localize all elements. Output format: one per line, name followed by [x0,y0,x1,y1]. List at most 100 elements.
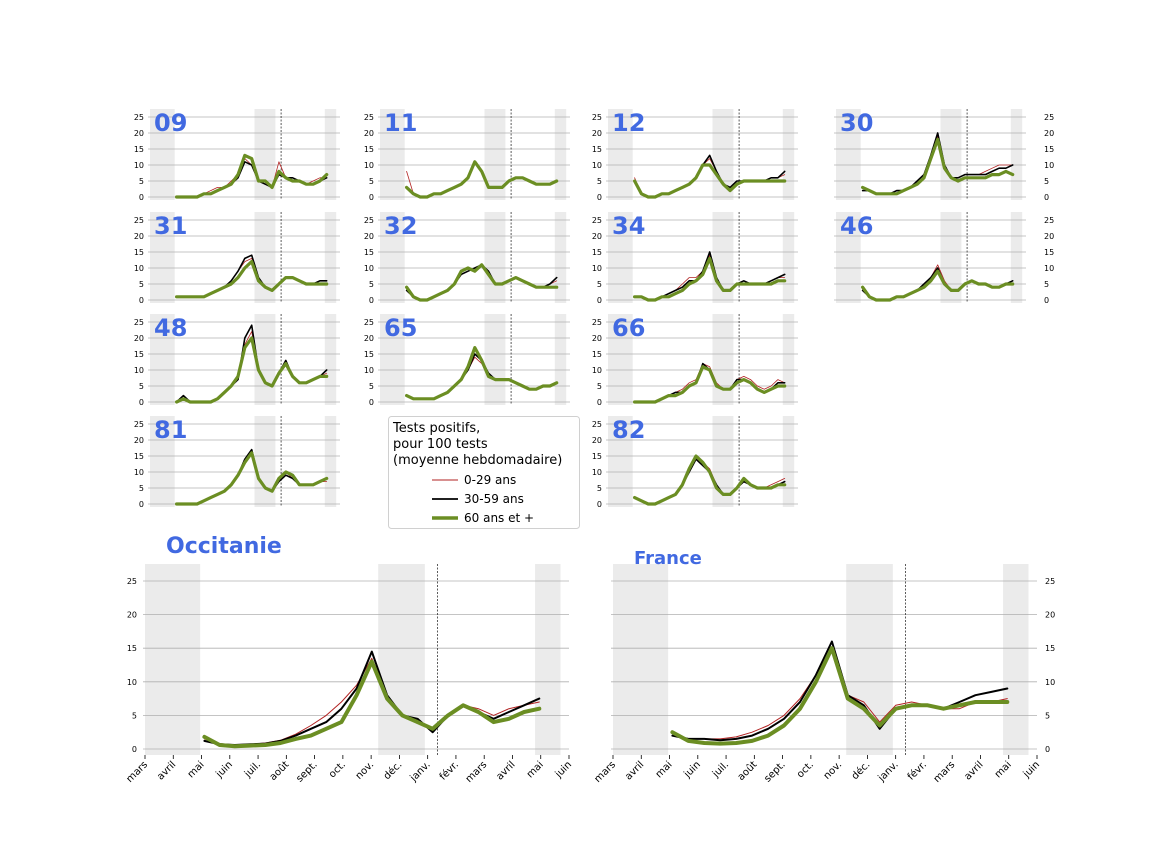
ytick-label: 15 [1044,248,1054,257]
ytick-label: 20 [134,232,144,241]
ytick-label: 15 [1045,644,1055,653]
shaded-period-3 [1010,109,1023,200]
panel-title: 65 [384,314,417,342]
ytick-label: 0 [369,193,374,202]
series-line-1 [633,458,786,505]
series-line-1 [633,154,786,198]
shaded-period-2 [254,416,276,507]
ytick-label: 5 [597,177,602,186]
xtick-label: mai [525,759,546,780]
shaded-period-3 [1010,212,1023,303]
xtick-label: déc. [381,759,404,782]
panel-46: 0 5 10 15 20 25 46 [834,212,1054,305]
legend: Tests positifs,pour 100 tests(moyenne he… [388,416,580,529]
series-line-1 [175,161,328,198]
panel-title: 82 [612,416,645,444]
ytick-label: 10 [592,161,602,170]
shaded-period-2 [378,564,425,755]
shaded-period-3 [324,314,337,405]
series-line-2 [175,336,329,404]
ytick-label: 20 [592,232,602,241]
ytick-label: 0 [597,193,602,202]
xtick-label: févr. [905,759,929,783]
ytick-label: 0 [597,296,602,305]
ytick-label: 20 [592,436,602,445]
ytick-label: 25 [1044,216,1054,225]
series-line-2 [175,153,329,199]
xtick-label: mars [932,759,958,785]
ytick-label: 15 [127,644,137,653]
ytick-label: 0 [369,296,374,305]
ytick-label: 15 [134,452,144,461]
ytick-label: 5 [597,382,602,391]
ytick-label: 0 [1045,745,1050,754]
xtick-label: juil. [242,759,263,780]
shaded-period-1 [380,314,405,405]
panel-title: 46 [840,212,873,240]
series-line-2 [405,160,559,199]
shaded-period-1 [150,212,175,303]
shaded-period-2 [254,314,276,405]
ytick-label: 25 [592,420,602,429]
panel-title: 31 [154,212,187,240]
shaded-period-3 [782,416,795,507]
series-line-1 [405,161,558,198]
ytick-label: 0 [597,398,602,407]
panel-title: 81 [154,416,187,444]
shaded-period-1 [150,314,175,405]
shaded-period-3 [324,416,337,507]
ytick-label: 25 [1045,577,1055,586]
ytick-label: 20 [1044,129,1054,138]
series-line-1 [671,640,1009,742]
xtick-label: mars [593,759,619,785]
shaded-period-1 [608,212,633,303]
series-line-2 [175,260,329,299]
ytick-label: 25 [134,318,144,327]
ytick-label: 0 [597,500,602,509]
legend-title-line: (moyenne hebdomadaire) [393,453,562,468]
ytick-label: 5 [139,177,144,186]
xtick-label: mars [125,759,151,785]
ytick-label: 15 [364,145,374,154]
shaded-period-1 [836,109,861,200]
ytick-label: 15 [364,350,374,359]
ytick-label: 10 [134,264,144,273]
ytick-label: 5 [597,280,602,289]
shaded-period-3 [1003,564,1029,755]
panel-title: 48 [154,314,187,342]
ytick-label: 10 [592,264,602,273]
series-line-0 [176,452,328,505]
ytick-label: 5 [369,177,374,186]
xtick-label: janv. [408,759,433,784]
panel-66: 0 5 10 15 20 25 66 [592,314,798,407]
xtick-label: mars [464,759,490,785]
shaded-period-1 [380,212,405,303]
xtick-label: nov. [822,759,844,781]
xtick-label: sept. [294,759,319,784]
series-line-2 [405,263,559,302]
ytick-label: 15 [1044,145,1054,154]
ytick-label: 10 [134,468,144,477]
shaded-period-1 [613,564,669,755]
xtick-label: juin [553,759,574,780]
ytick-label: 15 [592,145,602,154]
xtick-label: avril [155,759,178,782]
shaded-period-2 [712,416,734,507]
ytick-label: 0 [139,398,144,407]
panel-title: 30 [840,109,873,137]
ytick-label: 5 [139,280,144,289]
xtick-label: nov. [354,759,376,781]
ytick-label: 0 [139,500,144,509]
xtick-label: juin [214,759,235,780]
xtick-label: mai [186,759,207,780]
ytick-label: 20 [134,436,144,445]
panel-title: 12 [612,109,645,137]
ytick-label: 10 [1044,264,1054,273]
panel-title: 66 [612,314,645,342]
legend-title-line: pour 100 tests [393,437,488,452]
legend-label: 30-59 ans [464,492,524,506]
panel-11: 0 5 10 15 20 25 11 [364,109,570,202]
